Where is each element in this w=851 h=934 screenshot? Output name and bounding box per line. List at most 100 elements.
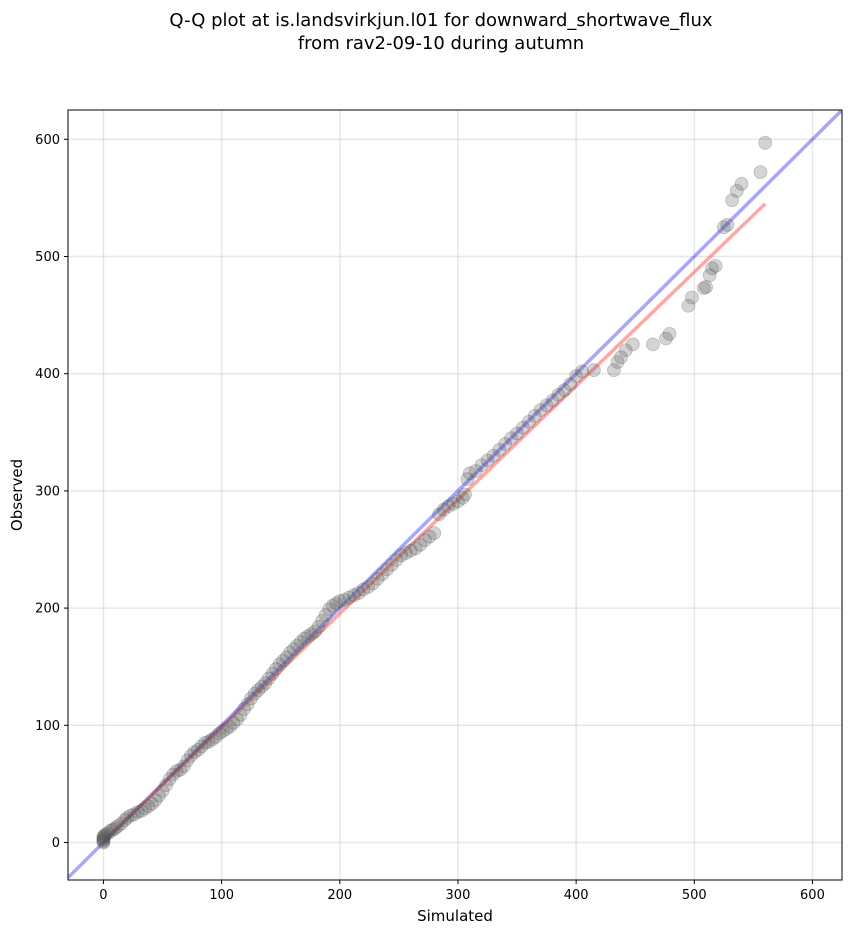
qq-point (247, 686, 262, 701)
qq-point (753, 165, 768, 180)
qq-point (272, 657, 287, 672)
qq-point (290, 638, 305, 653)
qq-point (183, 748, 198, 763)
qq-point (180, 753, 195, 768)
qq-point (198, 735, 212, 750)
qq-point (114, 816, 129, 831)
qq-point (322, 602, 337, 617)
qq-point (432, 507, 446, 522)
qq-point (361, 580, 376, 594)
qq-point (557, 383, 572, 398)
y-tick-label: 100 (35, 719, 60, 734)
qq-point (191, 743, 205, 757)
qq-point (166, 767, 181, 782)
qq-point (244, 691, 259, 706)
y-tick-label: 300 (35, 484, 60, 499)
qq-point (276, 653, 290, 668)
qq-point (486, 448, 501, 463)
qq-point (458, 487, 472, 502)
qq-point (539, 398, 554, 413)
qq-point (144, 796, 159, 811)
qq-point (123, 808, 138, 823)
qq-point (510, 426, 524, 441)
qq-point (318, 608, 333, 623)
qq-point (351, 585, 366, 600)
x-tick-label: 100 (209, 888, 234, 903)
qq-point (708, 258, 723, 273)
qq-point (370, 571, 385, 586)
qq-point (720, 217, 735, 232)
qq-point (705, 261, 719, 276)
qq-point (96, 832, 111, 846)
qq-point (403, 543, 418, 558)
qq-point (108, 821, 123, 836)
qq-point (325, 598, 340, 613)
qq-point (365, 576, 380, 591)
qq-point (614, 350, 628, 365)
qq-point (384, 557, 399, 572)
qq-point (286, 642, 301, 657)
qq-point (187, 745, 202, 760)
qq-point (618, 343, 633, 358)
qq-point (162, 772, 177, 787)
qq-point (96, 833, 111, 848)
qq-point (215, 724, 230, 739)
qq-point (427, 526, 442, 540)
qq-point (380, 562, 394, 577)
qq-point (460, 472, 475, 487)
plot-area-frame (67, 109, 843, 881)
qq-point (226, 716, 241, 730)
qq-point (696, 281, 711, 296)
qq-point (625, 337, 640, 352)
x-tick-label: 200 (327, 888, 352, 903)
qq-point (269, 662, 283, 676)
qq-point (329, 596, 344, 611)
qq-point (98, 827, 113, 842)
qq-point (205, 732, 220, 747)
qq-point (141, 799, 156, 814)
qq-point (662, 326, 677, 341)
x-tick-label: 400 (564, 888, 589, 903)
qq-point (516, 420, 530, 435)
fit-lines (68, 110, 842, 879)
one-to-one-reference-line (68, 110, 842, 879)
qq-point (607, 363, 621, 378)
regression-fit-line (102, 202, 767, 843)
qq-point (127, 807, 142, 822)
qq-point (474, 458, 489, 473)
qq-point (586, 363, 601, 378)
qq-point (300, 629, 315, 644)
plot-area-background (68, 110, 842, 880)
qq-point (758, 135, 773, 150)
qq-point (96, 830, 111, 845)
x-tick-label: 500 (682, 888, 707, 903)
qq-point (533, 403, 548, 417)
qq-point (492, 442, 507, 457)
qq-point (468, 464, 483, 478)
qq-point (563, 377, 578, 392)
qq-point (451, 494, 465, 509)
qq-point (521, 414, 536, 429)
qq-point (169, 764, 184, 778)
qq-point (254, 679, 269, 694)
x-axis-label: Simulated (417, 907, 493, 925)
qq-point (551, 387, 566, 402)
qq-point (237, 701, 251, 716)
qq-point (498, 437, 513, 451)
qq-point (681, 298, 696, 313)
qq-point (342, 590, 357, 605)
qq-point (308, 624, 322, 639)
qq-point (155, 784, 170, 798)
x-tick-label: 300 (446, 888, 471, 903)
qq-point (311, 619, 326, 634)
qq-point (685, 290, 699, 305)
qq-point (332, 594, 347, 608)
qq-point (106, 822, 120, 837)
qq-point (610, 355, 625, 369)
qq-point (222, 719, 237, 734)
qq-point (455, 491, 470, 505)
qq-point (356, 582, 371, 597)
chart-title-line-2: from rav2-09-10 during autumn (298, 33, 584, 54)
y-tick-label: 0 (52, 836, 60, 851)
qq-point (347, 588, 361, 603)
